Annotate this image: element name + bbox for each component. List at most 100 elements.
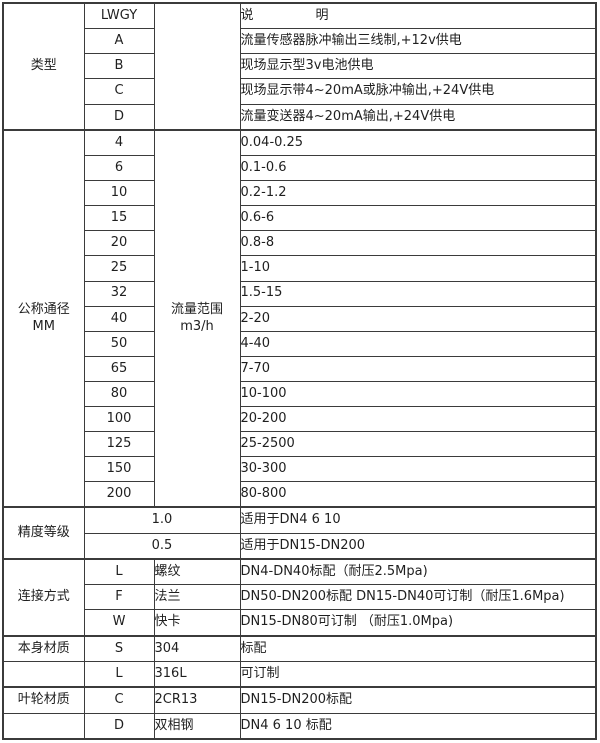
dn-value: 32 <box>83 280 155 307</box>
connection-description: DN4-DN40标配（耐压2.5Mpa) <box>239 558 597 586</box>
table-row: D 流量变送器4~20mA输出,+24V供电 <box>3 103 597 131</box>
table-row: 65 7-70 <box>3 355 597 382</box>
table-row: 叶轮材质 C 2CR13 DN15-DN200标配 <box>2 686 597 714</box>
dn-value: 40 <box>83 305 155 332</box>
table-row: 连接方式 L 螺纹 DN4-DN40标配（耐压2.5Mpa) <box>2 558 597 637</box>
empty-cell <box>153 2 241 131</box>
empty-cell <box>2 712 85 740</box>
table-row: 100 20-200 <box>3 405 597 432</box>
material-code: L <box>83 661 155 688</box>
table-row: B 现场显示型3v电池供电 <box>3 53 597 80</box>
flow-range-value: 0.1-0.6 <box>239 155 597 182</box>
flow-range-value: 2-20 <box>239 305 597 332</box>
table-row: 本身材质 S 304 标配 <box>2 634 597 662</box>
table-row: 类型 LWGY 说明 <box>2 2 597 131</box>
material-code: D <box>83 712 155 740</box>
table-row: 15 0.6-6 <box>3 205 597 232</box>
dn-value: 65 <box>83 355 155 382</box>
table-row: 0.5 适用于DN15-DN200 <box>3 532 597 560</box>
type-description: 现场显示带4~20mA或脉冲输出,+24V供电 <box>239 78 597 105</box>
material-name: 304 <box>153 634 241 662</box>
dn-value: 125 <box>83 430 155 458</box>
material-code: S <box>83 634 155 662</box>
connection-description: DN50-DN200标配 DN15-DN40可订制（耐压1.6Mpa) <box>239 584 597 611</box>
material-name: 双相钢 <box>153 712 241 740</box>
material-description: DN15-DN200标配 <box>239 686 597 714</box>
table-row: C 现场显示带4~20mA或脉冲输出,+24V供电 <box>3 78 597 105</box>
flow-range-value: 30-300 <box>239 456 597 483</box>
flow-range-value: 20-200 <box>239 405 597 432</box>
table-row: F 法兰 DN50-DN200标配 DN15-DN40可订制（耐压1.6Mpa) <box>3 584 597 611</box>
flow-range-value: 10-100 <box>239 380 597 407</box>
dn-value: 80 <box>83 380 155 407</box>
dn-value: 20 <box>83 230 155 257</box>
dn-value: 200 <box>83 481 155 508</box>
flow-range-value: 7-70 <box>239 355 597 382</box>
material-description: DN4 6 10 标配 <box>239 712 597 740</box>
connection-type: 螺纹 <box>153 558 241 586</box>
connection-code: L <box>83 558 155 586</box>
connection-code: F <box>83 584 155 611</box>
row-group-label-type: 类型 <box>2 2 85 131</box>
dn-value: 4 <box>83 128 155 157</box>
flow-range-value: 25-2500 <box>239 430 597 458</box>
flow-range-value: 0.6-6 <box>239 205 597 232</box>
type-description: 流量传感器脉冲输出三线制,+12v供电 <box>239 28 597 55</box>
connection-type: 快卡 <box>153 609 241 637</box>
table-row: 150 30-300 <box>3 456 597 483</box>
empty-cell <box>2 661 85 688</box>
dn-value: 50 <box>83 330 155 357</box>
table-row: 40 2-20 <box>3 305 597 332</box>
material-code: C <box>83 686 155 714</box>
model-code: LWGY <box>83 2 155 30</box>
material-name: 316L <box>153 661 241 688</box>
dn-value: 10 <box>83 180 155 207</box>
table-row: W 快卡 DN15-DN80可订制 （耐压1.0Mpa) <box>3 609 597 637</box>
dn-value: 15 <box>83 205 155 232</box>
table-row: 200 80-800 <box>3 481 597 508</box>
type-code: A <box>83 28 155 55</box>
accuracy-value: 0.5 <box>83 532 241 560</box>
accuracy-description: 适用于DN15-DN200 <box>239 532 597 560</box>
type-code: C <box>83 78 155 105</box>
material-description: 可订制 <box>239 661 597 688</box>
table-row: 20 0.8-8 <box>3 230 597 257</box>
flow-range-value: 80-800 <box>239 481 597 508</box>
dn-value: 6 <box>83 155 155 182</box>
table-row: 25 1-10 <box>3 255 597 282</box>
flow-range-value: 4-40 <box>239 330 597 357</box>
connection-code: W <box>83 609 155 637</box>
flow-range-value: 0.04-0.25 <box>239 128 597 157</box>
table-row: L 316L 可订制 <box>2 661 597 688</box>
flow-range-value: 0.2-1.2 <box>239 180 597 207</box>
material-name: 2CR13 <box>153 686 241 714</box>
flow-range-value: 0.8-8 <box>239 230 597 257</box>
row-group-label-accuracy: 精度等级 <box>2 506 85 560</box>
flow-range-value: 1-10 <box>239 255 597 282</box>
connection-description: DN15-DN80可订制 （耐压1.0Mpa) <box>239 609 597 637</box>
dn-value: 100 <box>83 405 155 432</box>
description-header: 说明 <box>239 2 597 30</box>
table-row: 精度等级 1.0 适用于DN4 6 10 <box>2 506 597 560</box>
flow-range-value: 1.5-15 <box>239 280 597 307</box>
table-row: 6 0.1-0.6 <box>3 155 597 182</box>
accuracy-description: 适用于DN4 6 10 <box>239 506 597 534</box>
flow-range-label: 流量范围 m3/h <box>153 128 241 508</box>
connection-type: 法兰 <box>153 584 241 611</box>
row-group-label-connection: 连接方式 <box>2 558 85 637</box>
type-code: D <box>83 103 155 131</box>
dn-value: 25 <box>83 255 155 282</box>
table-row: 125 25-2500 <box>3 430 597 458</box>
table-row: 10 0.2-1.2 <box>3 180 597 207</box>
table-row: 公称通径 MM 4 流量范围 m3/h 0.04-0.25 <box>2 128 597 508</box>
type-code: B <box>83 53 155 80</box>
table-row: D 双相钢 DN4 6 10 标配 <box>2 712 597 740</box>
row-group-label-diameter: 公称通径 MM <box>2 128 85 508</box>
table-row: 50 4-40 <box>3 330 597 357</box>
accuracy-value: 1.0 <box>83 506 241 534</box>
material-description: 标配 <box>239 634 597 662</box>
row-group-label-impeller-material: 叶轮材质 <box>2 686 85 714</box>
type-description: 流量变送器4~20mA输出,+24V供电 <box>239 103 597 131</box>
